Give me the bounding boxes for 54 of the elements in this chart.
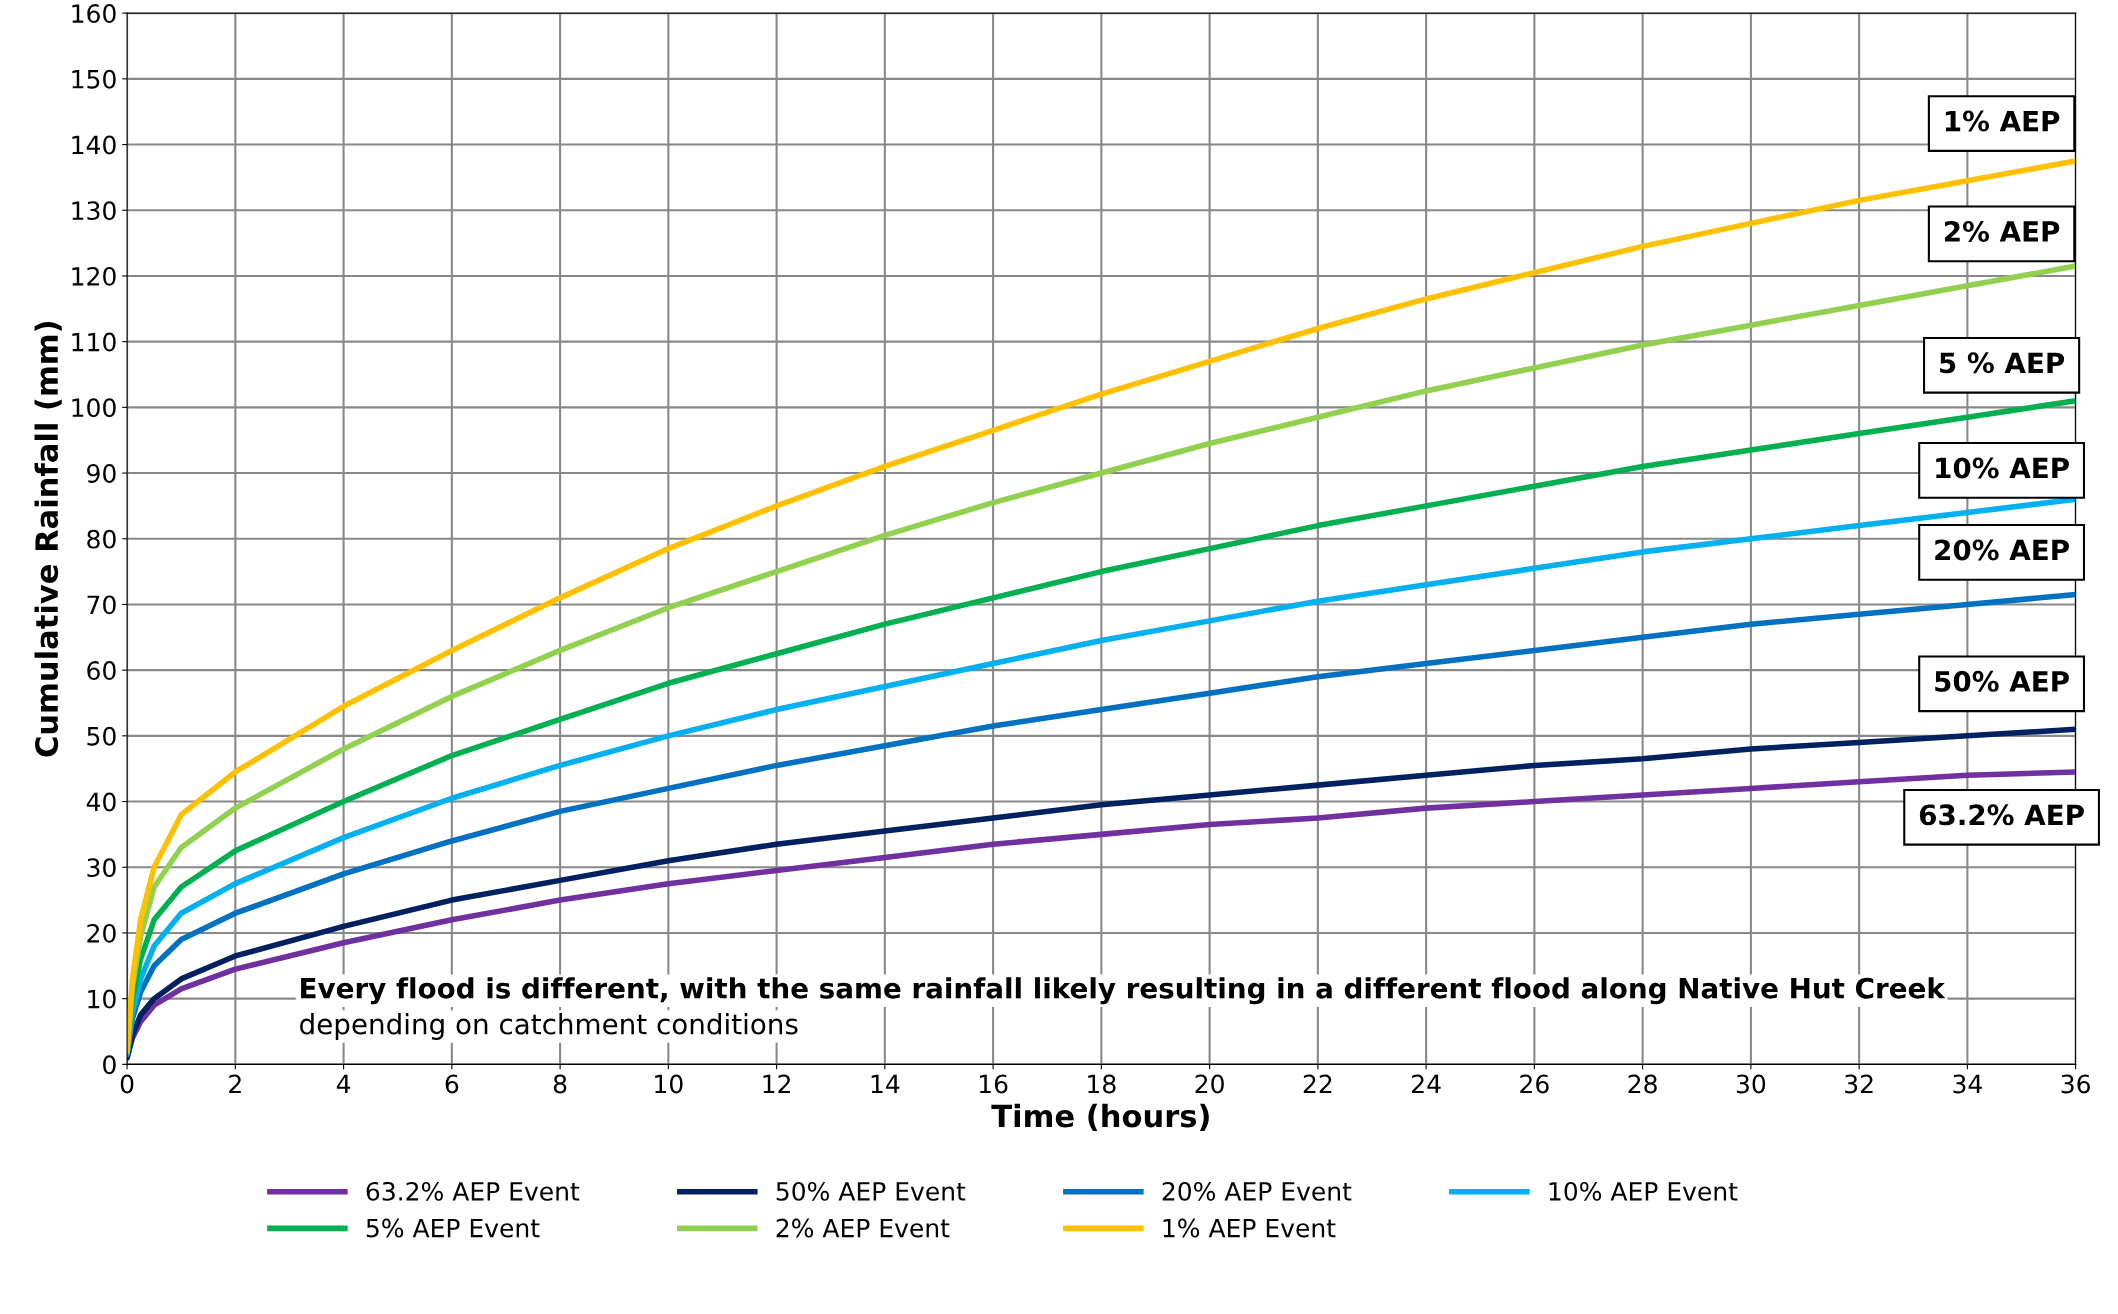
y-axis-title: Cumulative Rainfall (mm) — [34, 322, 62, 757]
legend-label: 10% AEP Event — [1549, 1181, 1738, 1201]
y-tick-label: 140 — [72, 135, 116, 155]
x-tick-label: 26 — [1520, 1074, 1549, 1094]
x-axis-title: Time (hours) — [991, 1103, 1209, 1132]
x-tick-label: 8 — [553, 1074, 567, 1094]
y-tick-label: 80 — [87, 529, 116, 549]
x-tick-label: 22 — [1303, 1074, 1332, 1094]
x-tick-label: 0 — [120, 1074, 134, 1094]
y-tick-label: 70 — [87, 595, 116, 615]
y-tick-label: 110 — [72, 332, 116, 352]
x-tick-label: 14 — [871, 1074, 900, 1094]
x-tick-label: 32 — [1845, 1074, 1873, 1094]
annotation: 20% AEP — [1935, 539, 2069, 561]
y-tick-label: 130 — [72, 201, 116, 221]
y-tick-label: 90 — [87, 463, 116, 483]
annotation: Every flood is different, with the same rainfall likely resulting in a different flood along Native Hut Creek — [301, 977, 1946, 1005]
legend-label: 20% AEP Event — [1162, 1181, 1352, 1201]
x-tick-label: 36 — [2061, 1074, 2090, 1094]
x-tick-label: 12 — [763, 1074, 790, 1094]
y-tick-label: 120 — [72, 266, 116, 286]
x-tick-label: 10 — [655, 1074, 683, 1094]
y-tick-label: 100 — [72, 398, 116, 418]
x-tick-label: 16 — [979, 1074, 1008, 1094]
x-tick-label: 28 — [1628, 1074, 1657, 1094]
y-tick-label: 60 — [87, 661, 116, 680]
x-tick-label: 20 — [1195, 1074, 1224, 1094]
legend-label: 50% AEP Event — [776, 1181, 966, 1201]
legend-label: 2% AEP Event — [776, 1218, 950, 1238]
y-tick-label: 50 — [87, 726, 116, 746]
x-tick-label: 24 — [1412, 1074, 1441, 1094]
legend-label: 63.2% AEP Event — [366, 1181, 580, 1201]
annotation: 1% AEP — [1945, 110, 2060, 132]
annotation: 2% AEP — [1944, 220, 2060, 242]
x-tick-label: 6 — [445, 1074, 459, 1094]
y-tick-label: 30 — [87, 858, 116, 878]
legend-label: 1% AEP Event — [1163, 1218, 1336, 1238]
annotation: depending on catchment conditions — [300, 1013, 798, 1040]
y-tick-label: 20 — [87, 923, 116, 943]
x-tick-label: 34 — [1953, 1074, 1982, 1094]
annotation: 63.2% AEP — [1919, 804, 2084, 826]
x-tick-label: 4 — [336, 1074, 351, 1094]
annotation: 5 % AEP — [1940, 352, 2065, 374]
y-tick-label: 0 — [103, 1055, 116, 1075]
x-tick-label: 18 — [1088, 1074, 1116, 1094]
annotation: 10% AEP — [1936, 457, 2069, 479]
x-tick-label: 2 — [229, 1074, 241, 1094]
annotation: 50% AEP — [1935, 670, 2069, 692]
y-tick-label: 40 — [86, 792, 116, 812]
y-tick-label: 160 — [72, 4, 116, 23]
y-tick-label: 150 — [72, 69, 116, 89]
x-tick-label: 30 — [1736, 1074, 1766, 1094]
y-tick-label: 10 — [88, 989, 116, 1009]
legend-label: 5% AEP Event — [366, 1218, 540, 1238]
